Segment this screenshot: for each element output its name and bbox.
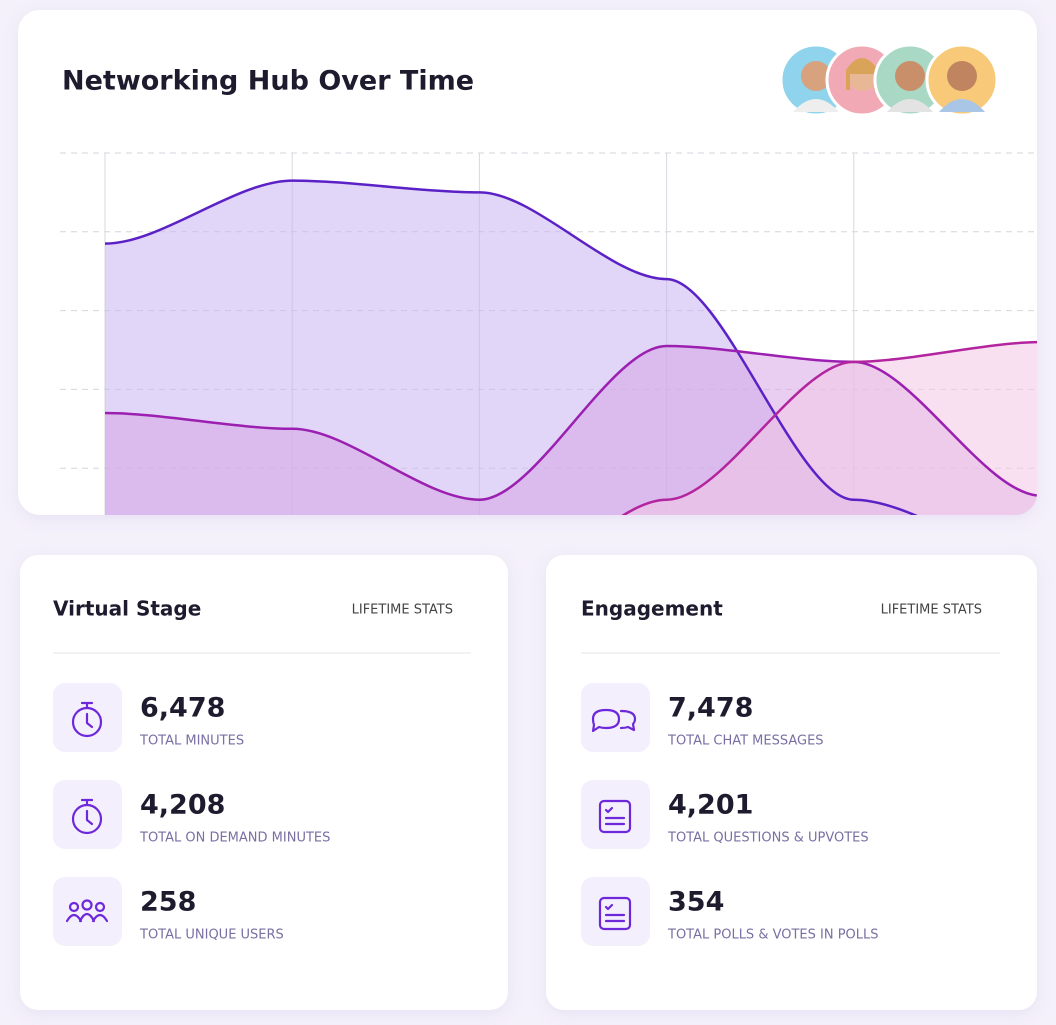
avatars <box>779 43 999 117</box>
chart-title: Networking Hub Over Time <box>62 66 474 97</box>
stat-value: 6,478 <box>140 693 225 724</box>
stat-value: 354 <box>668 887 724 918</box>
panel-card <box>546 555 1037 1010</box>
panel-subtitle: LIFETIME STATS <box>881 603 982 618</box>
stat-value: 7,478 <box>668 693 753 724</box>
panel-card <box>20 555 508 1010</box>
area-fill <box>105 342 1037 515</box>
stat-value: 4,201 <box>668 790 753 821</box>
stat-label: TOTAL MINUTES <box>139 734 244 749</box>
stat-label: TOTAL CHAT MESSAGES <box>667 734 824 749</box>
icons <box>53 683 650 946</box>
panel-subtitle: LIFETIME STATS <box>352 603 453 618</box>
series-line <box>104 340 1037 515</box>
stat-label: TOTAL ON DEMAND MINUTES <box>139 831 330 846</box>
series-line <box>104 344 1037 501</box>
series-line <box>104 179 1037 515</box>
plot <box>60 152 1037 515</box>
stat-label: TOTAL QUESTIONS & UPVOTES <box>667 831 869 846</box>
stat-label: TOTAL POLLS & VOTES IN POLLS <box>667 928 879 943</box>
stat-value: 258 <box>140 887 196 918</box>
panel-title: Virtual Stage <box>53 597 201 621</box>
stat-value: 4,208 <box>140 790 225 821</box>
stat-label: TOTAL UNIQUE USERS <box>139 928 284 943</box>
panel-title: Engagement <box>581 597 723 621</box>
